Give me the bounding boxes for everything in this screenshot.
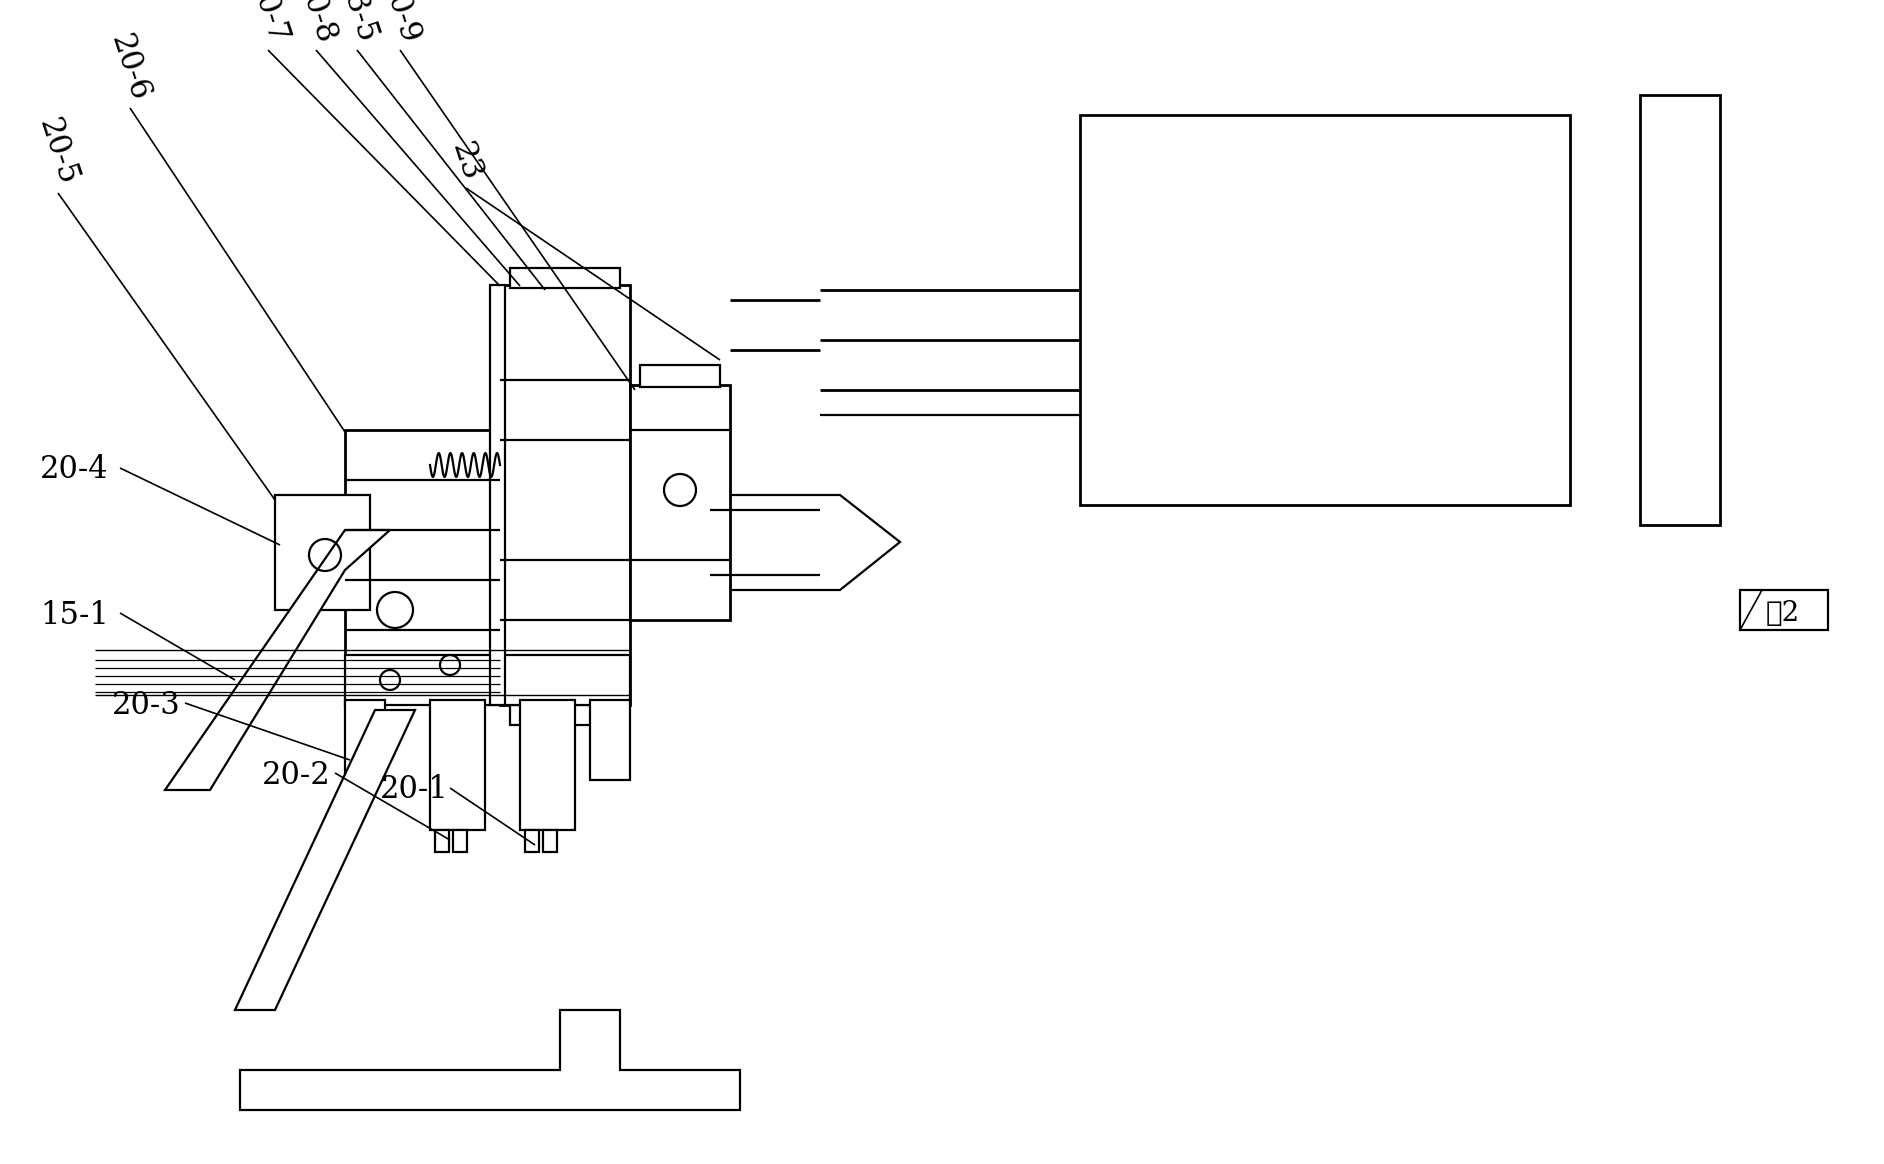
Bar [435,830,448,852]
Bar [275,495,369,610]
Text: 20-5: 20-5 [32,115,83,190]
Bar [490,285,505,705]
Bar [345,700,384,780]
Text: 15-1: 15-1 [40,599,109,631]
Text: 23: 23 [445,139,486,185]
Polygon shape [166,530,390,790]
Bar [526,830,539,852]
Bar [590,700,629,780]
Bar [1741,590,1827,630]
Bar [641,365,720,386]
Bar [430,700,484,830]
Text: 20-2: 20-2 [262,759,332,790]
Text: 20-4: 20-4 [40,454,109,485]
Polygon shape [710,495,901,590]
Text: 20-7: 20-7 [243,0,294,48]
Bar [543,830,558,852]
Bar [629,385,729,620]
Text: 20-9: 20-9 [375,0,426,48]
Text: 20-8: 20-8 [290,0,341,48]
Bar [452,830,467,852]
Text: 23-5: 23-5 [332,0,382,48]
Bar [1639,95,1720,525]
Polygon shape [236,710,414,1010]
Bar [1080,115,1569,505]
Bar [499,285,629,705]
Bar [520,700,575,830]
Bar [511,705,620,725]
Text: 20-6: 20-6 [106,30,154,105]
Bar [345,430,499,655]
Text: 图2: 图2 [1765,599,1801,626]
Text: 20-3: 20-3 [111,689,181,721]
Polygon shape [239,1010,740,1110]
Bar [345,655,629,705]
Text: 20-1: 20-1 [381,774,448,805]
Bar [511,268,620,288]
